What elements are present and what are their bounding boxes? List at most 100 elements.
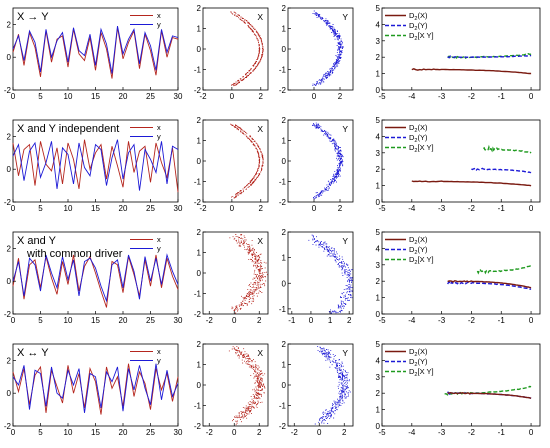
x-tick-label: 15 <box>91 92 100 101</box>
x-tick-label: 0 <box>11 92 16 101</box>
x-tick-label: -3 <box>438 428 446 437</box>
x-tick-label: 30 <box>174 204 183 213</box>
x-tick-label: -4 <box>408 204 416 213</box>
x-tick-label: 25 <box>146 204 155 213</box>
y-tick-label: 0 <box>7 165 12 174</box>
x-tick-label: -2 <box>199 92 207 101</box>
attractor-x-panel: -2 0 2 -2 -1 0 1 2 X <box>194 116 269 213</box>
series-line-y <box>12 253 179 303</box>
x-tick-label: -2 <box>206 428 214 437</box>
y-tick-label: -2 <box>279 86 287 95</box>
y-tick-label: 2 <box>282 4 287 13</box>
attractor-points <box>312 10 344 87</box>
x-tick-label: 30 <box>174 92 183 101</box>
y-tick-label: 5 <box>376 340 381 349</box>
x-tick-label: 2 <box>342 428 347 437</box>
y-tick-label: 4 <box>376 356 381 365</box>
y-tick-label: 2 <box>282 228 287 237</box>
attractor-points <box>228 346 266 426</box>
d2-legend-label: D2(Y) <box>409 133 428 144</box>
d2-legend: D2(X)D2(Y)D2[X Y] <box>385 347 434 378</box>
x-tick-label: -2 <box>291 428 299 437</box>
y-tick-label: 2 <box>7 20 12 29</box>
y-tick-label: -1 <box>194 290 202 299</box>
x-tick-label: 25 <box>146 92 155 101</box>
y-tick-label: -2 <box>4 86 12 95</box>
d2-frame <box>381 231 541 315</box>
x-tick-label: 2 <box>347 316 352 325</box>
x-tick-label: -5 <box>378 204 386 213</box>
y-tick-label: -2 <box>4 422 12 431</box>
row-title: with common driver <box>26 248 123 260</box>
x-tick-label: 2 <box>257 428 262 437</box>
x-tick-label: 15 <box>91 316 100 325</box>
y-tick-label: 1 <box>282 361 287 370</box>
y-tick-label: 5 <box>376 116 381 125</box>
x-tick-label: 0 <box>309 316 314 325</box>
y-tick-label: 5 <box>376 228 381 237</box>
x-tick-label: -1 <box>498 204 506 213</box>
attractor-points <box>229 233 268 314</box>
d2-xy-curve <box>482 144 532 154</box>
y-tick-label: 1 <box>197 25 202 34</box>
y-tick-label: -1 <box>194 178 202 187</box>
x-tick-label: -4 <box>408 316 416 325</box>
y-tick-label: 1 <box>376 294 381 303</box>
row-title: X ↔ Y <box>17 347 49 359</box>
series-line-y <box>12 25 179 74</box>
d2-x-curve <box>447 280 532 289</box>
attractor-frame <box>287 231 354 315</box>
x-tick-label: -3 <box>438 316 446 325</box>
legend-label-x: x <box>157 123 161 132</box>
y-tick-label: 0 <box>197 269 202 278</box>
y-tick-label: 3 <box>376 37 381 46</box>
y-tick-label: -2 <box>194 198 202 207</box>
y-tick-label: -2 <box>279 422 287 431</box>
y-tick-label: -1 <box>279 402 287 411</box>
x-tick-label: 15 <box>91 204 100 213</box>
y-tick-label: 1 <box>197 249 202 258</box>
y-tick-label: 0 <box>376 310 381 319</box>
attractor-x-panel: -2 0 2 -2 -1 0 1 2 X <box>194 228 269 325</box>
d2-legend-label: D2(X) <box>409 11 428 22</box>
y-tick-label: -1 <box>279 305 287 314</box>
y-tick-label: 4 <box>376 20 381 29</box>
y-tick-label: 0 <box>197 381 202 390</box>
d2-legend: D2(X)D2(Y)D2[X Y] <box>385 11 434 42</box>
x-tick-label: 20 <box>119 428 128 437</box>
x-tick-label: 2 <box>259 92 264 101</box>
d2-y-curve <box>447 280 532 290</box>
y-tick-label: 1 <box>197 361 202 370</box>
y-tick-label: 2 <box>282 116 287 125</box>
legend-label-x: x <box>157 347 161 356</box>
y-tick-label: -2 <box>4 310 12 319</box>
d2-y-curve <box>447 54 532 59</box>
x-tick-label: 10 <box>64 316 73 325</box>
x-tick-label: 10 <box>64 92 73 101</box>
d2-legend-label: D2(X) <box>409 123 428 134</box>
x-tick-label: 5 <box>38 92 43 101</box>
y-tick-label: 4 <box>376 132 381 141</box>
series-line-x <box>12 254 179 308</box>
y-tick-label: -2 <box>4 198 12 207</box>
d2-legend: D2(X)D2(Y)D2[X Y] <box>385 235 434 266</box>
x-tick-label: -4 <box>408 428 416 437</box>
d2-legend-label: D2(Y) <box>409 21 428 32</box>
x-tick-label: -2 <box>199 204 207 213</box>
time-series-legend: xy <box>130 11 161 29</box>
y-tick-label: 0 <box>197 45 202 54</box>
x-tick-label: -4 <box>408 92 416 101</box>
d2-legend-label: D2(X) <box>409 235 428 246</box>
x-tick-label: 15 <box>91 428 100 437</box>
y-tick-label: 3 <box>376 373 381 382</box>
y-tick-label: 1 <box>282 25 287 34</box>
attractor-points <box>314 345 351 425</box>
y-tick-label: 1 <box>376 70 381 79</box>
d2-legend: D2(X)D2(Y)D2[X Y] <box>385 123 434 154</box>
d2-x-curve <box>411 180 532 187</box>
d2-frame <box>381 343 541 427</box>
